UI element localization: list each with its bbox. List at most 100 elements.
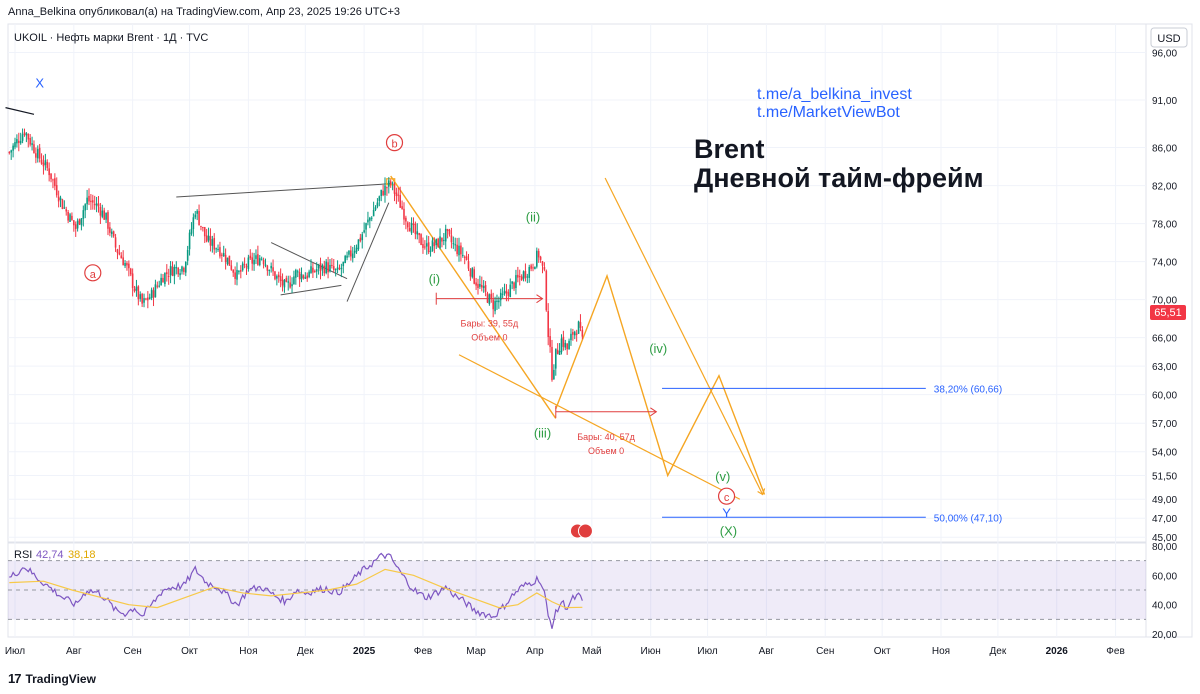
candle-body	[298, 272, 301, 280]
candle-body	[295, 269, 297, 278]
candle-body	[186, 249, 189, 261]
candle-body	[141, 293, 143, 304]
candle-body	[78, 219, 81, 225]
candle-body	[97, 203, 100, 207]
x-wave-line[interactable]	[5, 107, 35, 115]
candle-body	[33, 144, 35, 153]
channel-lower-line[interactable]	[458, 354, 741, 500]
candle-body	[73, 220, 75, 226]
candle-body	[203, 227, 206, 237]
candle-body	[270, 265, 272, 269]
wave-label-c: c	[724, 492, 730, 504]
projection-path[interactable]	[555, 273, 766, 495]
rsi-ma-line	[9, 568, 583, 609]
candle-body	[16, 139, 18, 144]
candle-body	[95, 203, 98, 206]
candle-body	[184, 262, 187, 273]
candle-body	[109, 227, 111, 233]
candle-body	[217, 248, 219, 250]
candle-body	[304, 277, 307, 279]
candle-body	[384, 185, 386, 196]
candle-body	[57, 196, 60, 202]
candle-body	[321, 265, 324, 270]
price-tick-label: 45,00	[1152, 533, 1177, 544]
candle-body	[334, 269, 337, 271]
candle-body	[228, 255, 231, 266]
time-tick-label: Сен	[816, 646, 834, 657]
candle-body	[388, 180, 390, 187]
last-price-badge	[1150, 305, 1186, 320]
candle-body	[399, 195, 401, 208]
candle-body	[524, 270, 527, 278]
triangle-lower-line[interactable]	[280, 284, 342, 296]
chart-title: Brent	[694, 134, 765, 164]
currency-button[interactable]: USD	[1157, 33, 1180, 45]
candle-body	[36, 149, 39, 159]
candle-body	[477, 283, 479, 289]
candle-body	[148, 297, 151, 299]
candle-body	[422, 243, 424, 248]
fib-level-label: 38,20% (60,66)	[934, 384, 1002, 395]
candle-body	[361, 234, 364, 241]
candle-body	[200, 225, 202, 227]
candle-body	[202, 227, 204, 229]
candle-body	[44, 160, 47, 165]
candle-body	[348, 250, 350, 255]
price-tick-label: 60,00	[1152, 391, 1177, 402]
candle-body	[112, 231, 115, 237]
candle-body	[350, 250, 352, 257]
wave-circle-b	[385, 134, 404, 152]
candle-body	[317, 264, 320, 269]
candle-body	[564, 342, 567, 348]
candle-body	[194, 214, 197, 218]
candle-body	[31, 143, 33, 145]
candle-body	[137, 286, 140, 300]
candle-body	[131, 273, 134, 289]
price-pane[interactable]	[7, 23, 1147, 543]
candle-body	[515, 275, 517, 289]
candle-body	[249, 255, 252, 259]
candle-body	[101, 210, 104, 217]
candle-body	[452, 243, 455, 245]
candle-body	[236, 269, 238, 280]
candle-body	[577, 321, 580, 334]
triangle-upper-line[interactable]	[270, 242, 348, 280]
candle-body	[183, 267, 185, 272]
triangle-breakout-line[interactable]	[346, 202, 390, 302]
candle-body	[435, 239, 438, 246]
wave-label-X: X	[35, 76, 44, 91]
candle-body	[393, 184, 396, 194]
candle-body	[437, 238, 439, 248]
triangle-top-line[interactable]	[176, 183, 391, 198]
candle-body	[490, 293, 493, 299]
candle-body	[469, 269, 472, 277]
candle-body	[279, 276, 282, 282]
candle-body	[147, 297, 149, 301]
wedge-upper-line[interactable]	[390, 175, 557, 419]
candle-body	[553, 369, 555, 380]
candle-body	[443, 239, 445, 241]
candle-body	[363, 230, 365, 233]
candle-body	[429, 250, 432, 252]
candle-body	[572, 332, 574, 335]
candle-body	[319, 263, 322, 272]
candle-body	[431, 240, 434, 252]
channel-upper-line[interactable]	[604, 177, 764, 495]
link-telegram-bot[interactable]: t.me/MarketViewBot	[757, 104, 900, 121]
currency-button-frame[interactable]	[1150, 27, 1188, 48]
candle-body	[338, 268, 341, 270]
candle-body	[167, 275, 170, 277]
candle-body	[386, 187, 388, 189]
candle-body	[213, 238, 216, 250]
candle-body	[29, 138, 31, 145]
candle-body	[27, 133, 30, 140]
link-telegram-invest[interactable]: t.me/a_belkina_invest	[757, 86, 912, 103]
event-flag-icon[interactable]	[577, 523, 593, 539]
candle-body	[260, 258, 263, 260]
candle-body	[76, 220, 79, 229]
candle-body	[450, 235, 453, 243]
candle-body	[496, 300, 498, 303]
candle-body	[558, 350, 561, 355]
candle-body	[221, 254, 223, 256]
